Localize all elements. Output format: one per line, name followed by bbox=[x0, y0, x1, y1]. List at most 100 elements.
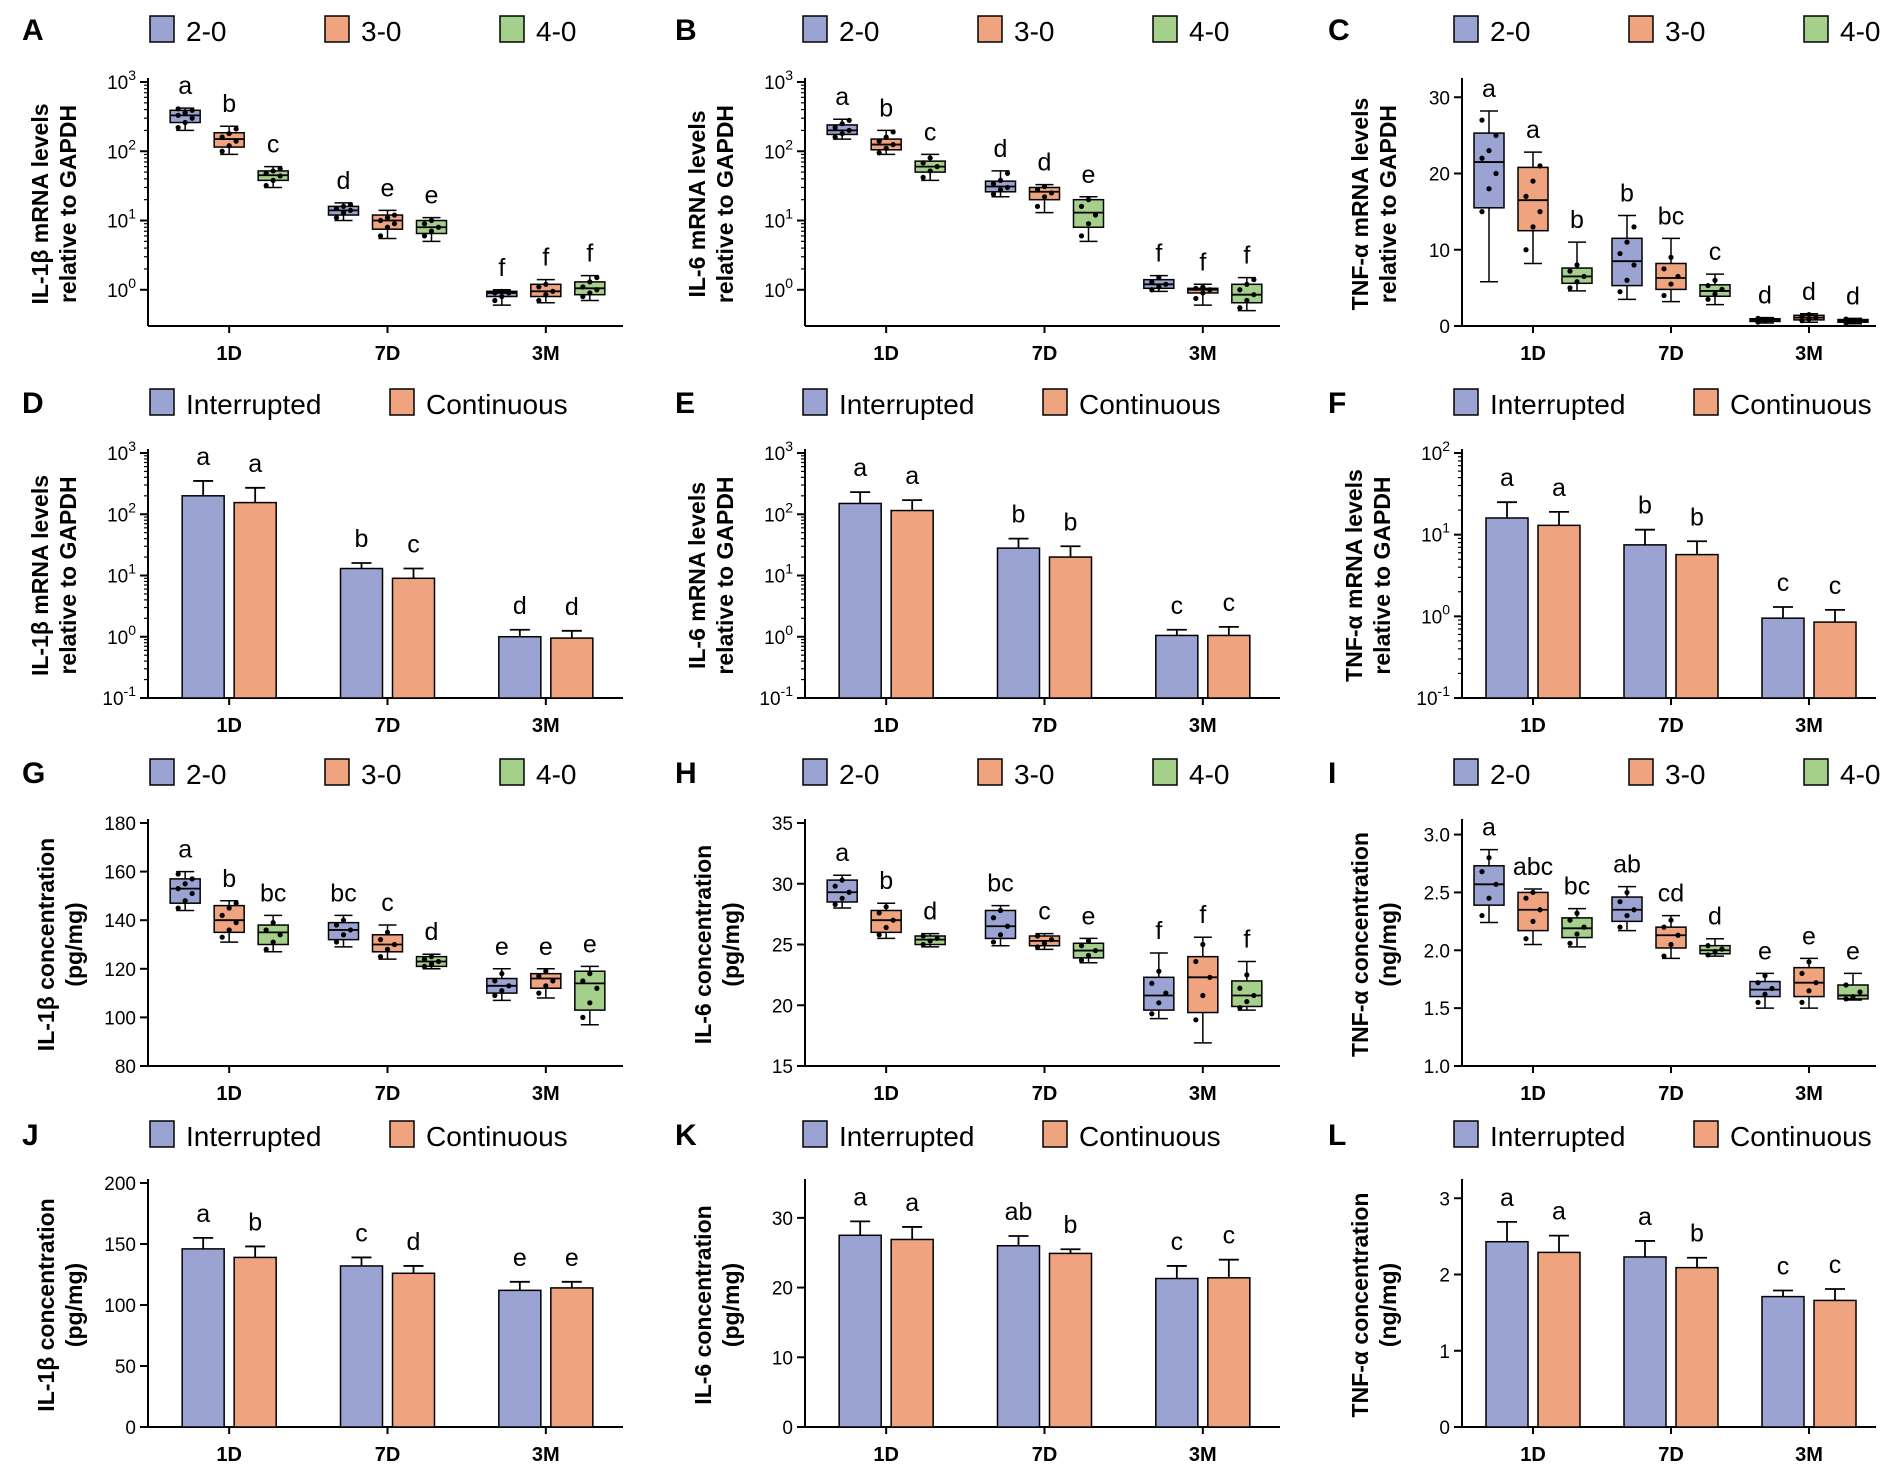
data-point bbox=[233, 126, 239, 132]
panel-label-G: G bbox=[22, 757, 45, 790]
legend-swatch-2-0 bbox=[1453, 15, 1479, 43]
box-4-0-3M: f bbox=[1231, 242, 1263, 312]
box-2-0-3M: e bbox=[486, 933, 518, 1002]
x-tick-label-7D: 7D bbox=[1032, 1083, 1058, 1105]
significance-letter: e bbox=[495, 933, 509, 961]
y-tick-label: 100 bbox=[104, 1296, 136, 1317]
x-tick-label-3M: 3M bbox=[1795, 1083, 1823, 1105]
significance-letter: ab bbox=[1005, 1198, 1033, 1226]
y-tick-label: 2.5 bbox=[1424, 883, 1450, 904]
data-point bbox=[1668, 254, 1674, 260]
box-4-0-1D: bc bbox=[257, 879, 289, 953]
box-body bbox=[1517, 891, 1549, 932]
x-tick-label-7D: 7D bbox=[375, 343, 401, 365]
y-axis-title: IL-6 mRNA levels bbox=[684, 482, 710, 669]
data-point bbox=[428, 228, 435, 234]
box-2-0-3M: d bbox=[1749, 282, 1781, 325]
data-point bbox=[377, 954, 384, 960]
significance-letter: c bbox=[1777, 1253, 1790, 1281]
y-tick-label: 101 bbox=[107, 561, 136, 588]
data-point bbox=[890, 141, 896, 148]
y-axis-title: relative to GAPDH bbox=[1369, 476, 1395, 674]
box-4-0-7D: d bbox=[1699, 903, 1731, 958]
data-point bbox=[839, 121, 845, 127]
data-point bbox=[1712, 277, 1718, 283]
significance-letter: f bbox=[1243, 242, 1250, 270]
box-body bbox=[870, 909, 902, 934]
box-2-0-7D: d bbox=[327, 167, 360, 222]
legend-swatch-2-0 bbox=[802, 15, 828, 43]
data-point bbox=[1244, 297, 1250, 304]
box-3-0-7D: d bbox=[1028, 149, 1061, 214]
y-tick-label: 1.0 bbox=[1424, 1057, 1450, 1078]
bar bbox=[1623, 1256, 1667, 1428]
box-3-0-3M: f bbox=[530, 244, 562, 304]
bar-Continuous-7D: b bbox=[1675, 1220, 1719, 1428]
data-point bbox=[1200, 284, 1206, 290]
x-tick-label-3M: 3M bbox=[532, 1083, 560, 1105]
data-point bbox=[1799, 970, 1805, 977]
data-point bbox=[543, 292, 549, 298]
significance-letter: d bbox=[513, 592, 527, 620]
data-point bbox=[1850, 993, 1856, 1000]
significance-letter: d bbox=[425, 918, 439, 946]
data-point bbox=[377, 233, 384, 239]
panel-C: C 2-0 3-0 4-0 0 10 20 30 TNF-α mRNA levels relati… bbox=[1328, 14, 1880, 365]
bar-Interrupted-1D: a bbox=[1485, 1184, 1529, 1428]
significance-letter: c bbox=[1829, 572, 1842, 600]
data-point bbox=[543, 968, 549, 974]
data-point bbox=[377, 937, 384, 943]
data-point bbox=[536, 297, 542, 304]
data-point bbox=[587, 290, 593, 296]
x-tick-label-1D: 1D bbox=[873, 715, 899, 737]
legend-label-Continuous: Continuous bbox=[1079, 389, 1221, 420]
data-point bbox=[1769, 985, 1775, 992]
data-point bbox=[391, 212, 398, 218]
data-point bbox=[883, 145, 889, 151]
data-point bbox=[550, 978, 556, 984]
bar-Continuous-7D: b bbox=[1048, 1211, 1093, 1428]
data-point bbox=[219, 134, 225, 140]
data-point bbox=[1149, 1011, 1155, 1017]
significance-letter: b bbox=[1620, 179, 1634, 207]
data-point bbox=[189, 890, 195, 897]
data-point bbox=[920, 941, 926, 948]
significance-letter: d bbox=[1038, 149, 1052, 177]
data-point bbox=[1200, 290, 1206, 296]
data-point bbox=[1486, 148, 1492, 154]
data-point bbox=[832, 883, 838, 889]
data-point bbox=[1078, 203, 1085, 209]
legend-label-Continuous: Continuous bbox=[1730, 389, 1872, 420]
data-point bbox=[1486, 895, 1492, 901]
y-tick-label: 3.0 bbox=[1424, 826, 1450, 847]
significance-letter: d bbox=[337, 167, 351, 195]
data-point bbox=[1092, 947, 1099, 954]
bar-Interrupted-1D: a bbox=[838, 454, 882, 699]
data-point bbox=[1762, 973, 1768, 979]
legend-swatch-Continuous bbox=[389, 1120, 415, 1148]
bar bbox=[339, 567, 384, 699]
significance-letter: a bbox=[905, 1189, 919, 1217]
data-point bbox=[175, 871, 181, 877]
significance-letter: d bbox=[923, 898, 937, 926]
panel-I: I 2-0 3-0 4-0 1.0 1.5 2.0 2.5 3.0 TNF-α concentra… bbox=[1328, 757, 1880, 1105]
x-tick-label-3M: 3M bbox=[1189, 1083, 1217, 1105]
data-point bbox=[1041, 183, 1048, 190]
panel-label-L: L bbox=[1328, 1119, 1346, 1152]
data-point bbox=[1712, 948, 1718, 955]
y-tick-label: 150 bbox=[104, 1235, 136, 1256]
y-axis-title: (ng/mg) bbox=[1375, 902, 1401, 986]
data-point bbox=[1251, 992, 1257, 999]
data-point bbox=[1530, 889, 1536, 896]
box-4-0-7D: c bbox=[1699, 238, 1731, 306]
bar bbox=[1048, 1252, 1093, 1428]
data-point bbox=[333, 205, 340, 211]
legend-swatch-3-0 bbox=[324, 15, 350, 43]
bar bbox=[498, 636, 542, 699]
data-point bbox=[506, 983, 512, 989]
data-point bbox=[1624, 912, 1630, 919]
bar bbox=[1537, 1251, 1581, 1428]
bar-Interrupted-1D: a bbox=[838, 1183, 882, 1428]
y-tick-label: 100 bbox=[107, 622, 136, 649]
data-point bbox=[934, 164, 940, 170]
